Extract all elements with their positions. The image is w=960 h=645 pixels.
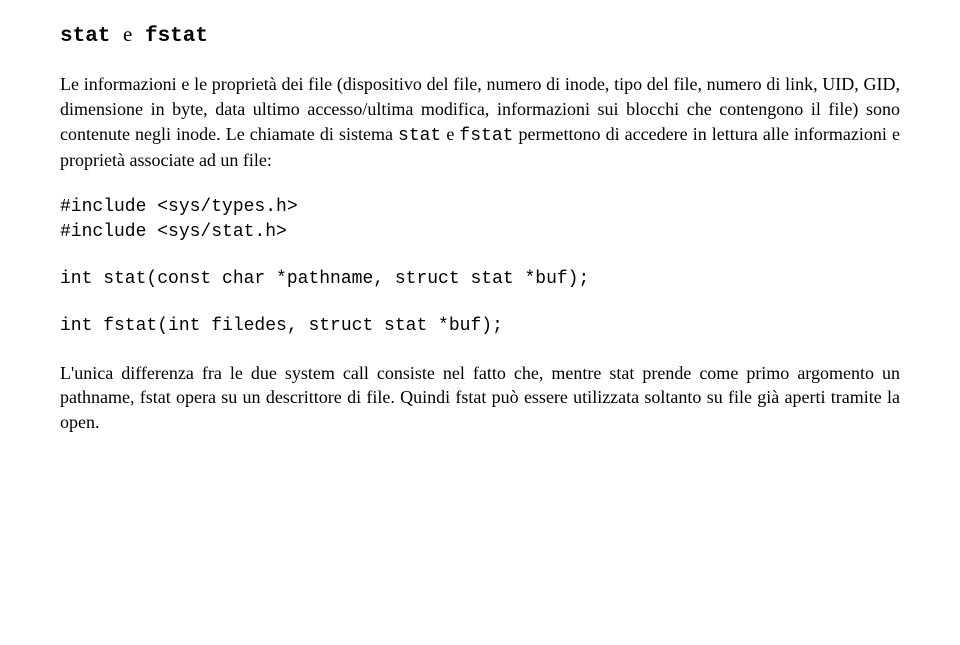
prototype-stat: int stat(const char *pathname, struct st… — [60, 267, 900, 292]
paragraph-1: Le informazioni e le proprietà dei file … — [60, 72, 900, 173]
prototype-fstat: int fstat(int filedes, struct stat *buf)… — [60, 314, 900, 339]
para2-run3: opera su un descrittore di file. Quindi — [171, 387, 456, 407]
para2-code-open: open — [60, 412, 95, 432]
section-title: stat e fstat — [60, 22, 900, 48]
title-word-fstat: fstat — [145, 25, 208, 48]
para2-run1: L'unica differenza fra le due system cal… — [60, 363, 609, 383]
para1-code-stat: stat — [398, 126, 441, 146]
para1-code-fstat: fstat — [459, 126, 513, 146]
paragraph-2: L'unica differenza fra le due system cal… — [60, 361, 900, 435]
para2-code-fstat2: fstat — [455, 387, 486, 407]
include-line-2: #include <sys/stat.h> — [60, 222, 287, 242]
para2-run4: può essere utilizzata soltanto su file g… — [486, 387, 900, 407]
title-conj: e — [123, 22, 132, 46]
include-block: #include <sys/types.h> #include <sys/sta… — [60, 195, 900, 245]
para2-code-stat: stat — [609, 363, 634, 383]
para2-code-fstat: fstat — [140, 387, 171, 407]
title-word-stat: stat — [60, 25, 110, 48]
document-page: stat e fstat Le informazioni e le propri… — [0, 0, 960, 645]
para2-run5: . — [95, 412, 100, 432]
include-line-1: #include <sys/types.h> — [60, 197, 298, 217]
para1-run2: e — [441, 124, 459, 144]
